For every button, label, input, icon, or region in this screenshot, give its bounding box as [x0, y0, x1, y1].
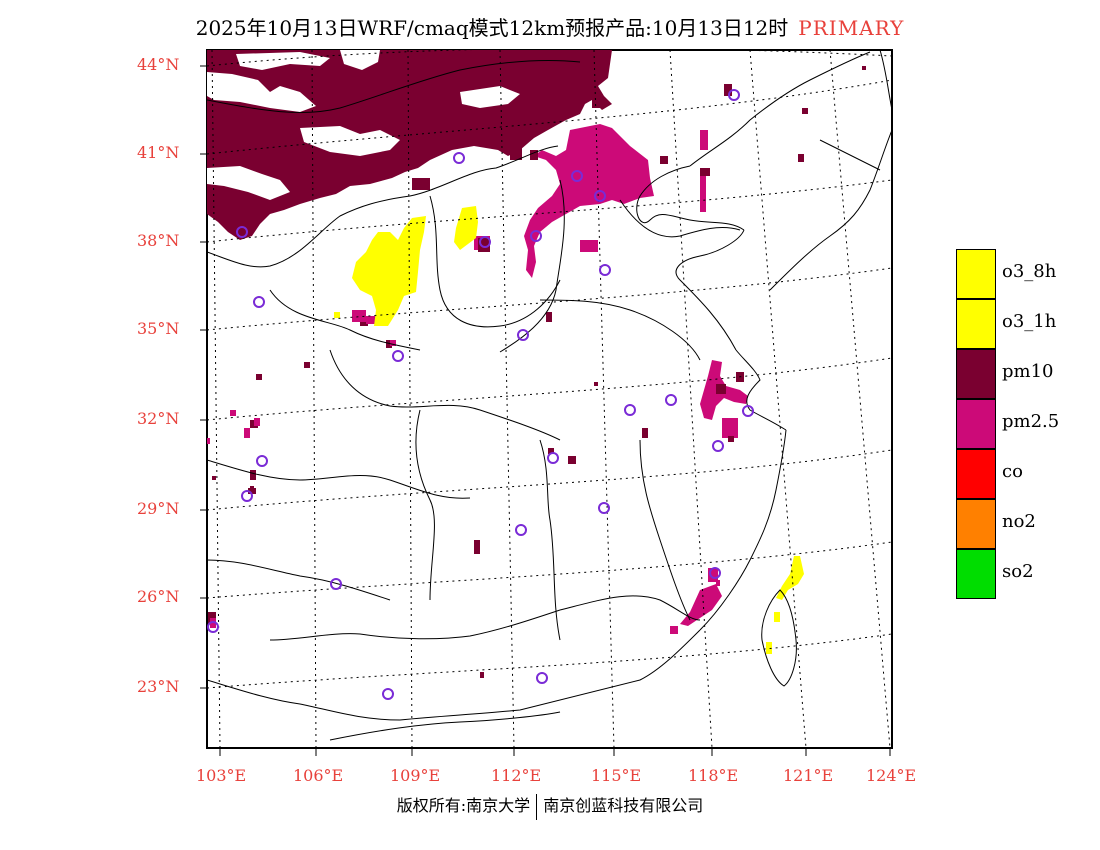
- o3-region-taiwan: [776, 556, 804, 600]
- primary-tag: PRIMARY: [798, 16, 905, 40]
- legend-label-co: co: [1002, 461, 1023, 482]
- copyright-company: 南京创蓝科技有限公司: [543, 796, 704, 815]
- o3-region-shaanxi: [352, 216, 426, 326]
- legend-swatch-pm25: [956, 399, 996, 449]
- legend-swatch-so2: [956, 549, 996, 599]
- map-title: 2025年10月13日WRF/cmaq模式12km预报产品:10月13日12时 P…: [0, 12, 1100, 41]
- legend-swatch-no2: [956, 499, 996, 549]
- copyright-separator: [536, 793, 538, 820]
- lat-label-23: 23°N: [137, 677, 180, 696]
- lat-label-38: 38°N: [137, 231, 180, 250]
- legend-label-pm25: pm2.5: [1002, 411, 1060, 432]
- lon-label-121: 121°E: [783, 766, 834, 785]
- lon-label-112: 112°E: [491, 766, 542, 785]
- o3-region-shanxi: [454, 206, 478, 250]
- lon-label-124: 124°E: [866, 766, 917, 785]
- lat-label-32: 32°N: [137, 409, 180, 428]
- lon-label-106: 106°E: [293, 766, 344, 785]
- pm25-region-beijing: [524, 124, 654, 278]
- legend-label-pm10: pm10: [1002, 361, 1054, 382]
- graticule: [207, 50, 892, 748]
- copyright: 版权所有:南京大学 南京创蓝科技有限公司: [0, 792, 1100, 820]
- legend-swatch-o3-8h: [956, 249, 996, 299]
- axis-ticks: [200, 65, 891, 756]
- legend-swatch-pm10: [956, 349, 996, 399]
- lat-label-41: 41°N: [137, 143, 180, 162]
- legend-swatch-co: [956, 449, 996, 499]
- boundaries: [207, 50, 892, 741]
- pm10-gap-1: [236, 52, 330, 70]
- lon-label-109: 109°E: [390, 766, 441, 785]
- lon-label-103: 103°E: [196, 766, 247, 785]
- pm25-region-fujian: [680, 584, 722, 626]
- pm10-gap-6: [300, 126, 400, 156]
- lat-label-29: 29°N: [137, 499, 180, 518]
- lon-label-115: 115°E: [591, 766, 642, 785]
- copyright-owner: 版权所有:南京大学: [396, 796, 531, 815]
- lat-label-35: 35°N: [137, 319, 180, 338]
- pm10-gap-4: [460, 86, 520, 108]
- legend-label-o3-8h: o3_8h: [1002, 261, 1057, 282]
- title-text: 2025年10月13日WRF/cmaq模式12km预报产品:10月13日12时: [195, 16, 789, 40]
- legend-label-no2: no2: [1002, 511, 1036, 532]
- lon-label-118: 118°E: [688, 766, 739, 785]
- legend-label-o3-1h: o3_1h: [1002, 311, 1057, 332]
- station-markers: [207, 89, 754, 700]
- lat-label-26: 26°N: [137, 587, 180, 606]
- lat-label-44: 44°N: [137, 55, 180, 74]
- pm10-gap-3: [340, 50, 380, 70]
- pm10-gap-2: [207, 72, 316, 112]
- pm10-gap-5: [207, 166, 290, 200]
- legend-swatch-o3-1h: [956, 299, 996, 349]
- legend-label-so2: so2: [1002, 561, 1034, 582]
